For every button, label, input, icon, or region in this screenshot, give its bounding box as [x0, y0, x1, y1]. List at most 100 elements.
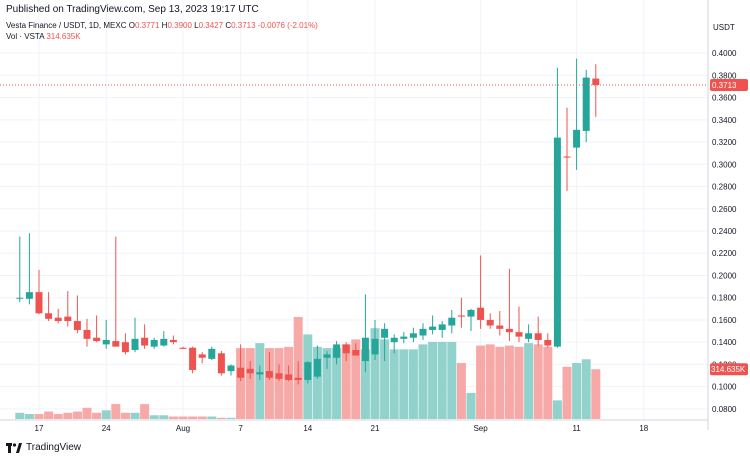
volume-bar — [495, 346, 505, 419]
candle-body — [35, 292, 43, 314]
last-price-label: 0.3713 — [712, 81, 737, 90]
candle-body — [217, 353, 225, 374]
candle-body — [54, 317, 62, 322]
candle-body — [25, 292, 33, 299]
tradingview-brand[interactable]: TradingView — [6, 442, 81, 453]
volume-bar — [533, 344, 543, 419]
candle-body — [64, 316, 72, 322]
volume-bar — [72, 411, 82, 419]
volume-bar — [92, 412, 102, 419]
volume-bar — [188, 416, 198, 419]
candle-body — [313, 358, 321, 377]
volume-bar — [504, 345, 514, 419]
volume-bar — [591, 369, 601, 419]
candle-body — [102, 339, 110, 345]
candle-body — [294, 377, 302, 380]
candle-body — [419, 328, 427, 336]
volume-bar — [581, 359, 591, 419]
candle-body — [486, 319, 494, 326]
volume-bar — [168, 416, 178, 419]
volume-bar — [380, 339, 390, 419]
candle-body — [179, 347, 187, 349]
candle-body — [534, 333, 542, 340]
volume-bar — [245, 348, 255, 419]
price-tick-label: 0.2200 — [712, 249, 737, 258]
price-tick-label: 0.2400 — [712, 227, 737, 236]
candle-body — [553, 137, 561, 347]
price-axis[interactable]: 0.4000 0.3800 0.3600 0.3400 0.3200 0.3000 0.28… — [707, 0, 737, 430]
symbol-label: Vesta Finance / USDT, 1D, MEXC — [6, 21, 127, 30]
change-value: -0.0076 (-2.01%) — [257, 21, 318, 30]
candle-body — [237, 367, 245, 378]
volume-value-label: 314.635K — [711, 365, 746, 374]
price-tick-label: 0.0800 — [712, 405, 737, 414]
candle-body — [381, 328, 389, 338]
time-tick-label: 24 — [102, 424, 111, 433]
volume-bar — [274, 348, 284, 419]
volume-bar — [360, 349, 370, 419]
volume-bar — [485, 344, 495, 419]
candle-body — [227, 365, 235, 372]
close-value: 0.3713 — [231, 21, 256, 30]
candle-body — [505, 328, 513, 333]
volume-badge: 314.635K — [710, 363, 748, 376]
candle-body — [457, 315, 465, 317]
volume-bar — [428, 341, 438, 419]
volume-bar — [216, 417, 226, 419]
volume-bar — [159, 415, 169, 419]
time-tick-label: 7 — [238, 424, 243, 433]
candle-body — [73, 321, 81, 330]
volume-bar — [207, 416, 217, 419]
volume-bar — [552, 400, 562, 419]
candle-body — [342, 344, 350, 354]
candle-body — [448, 317, 456, 326]
volume-bar — [389, 349, 399, 419]
volume-bar — [514, 346, 524, 419]
volume-bar — [53, 414, 63, 419]
price-tick-label: 0.4000 — [712, 49, 737, 58]
time-axis[interactable]: 17 24 Aug 7 14 21 Sep 11 18 — [0, 419, 708, 433]
volume-bar — [562, 366, 572, 419]
time-tick-label: 14 — [303, 424, 312, 433]
candle-body — [592, 78, 600, 86]
volume-bar — [236, 348, 246, 419]
volume-bar — [466, 392, 476, 419]
candle-body — [409, 333, 417, 338]
volume-bar — [351, 339, 361, 419]
candle-body — [169, 339, 177, 343]
volume-bar — [447, 341, 457, 419]
volume-bar — [34, 414, 44, 419]
high-label: H — [161, 21, 168, 30]
low-label: L — [194, 21, 199, 30]
volume-bar — [437, 341, 447, 419]
candle-body — [16, 297, 24, 299]
price-tick-label: 0.3400 — [712, 116, 737, 125]
volume-bar — [111, 404, 121, 419]
price-tick-label: 0.2000 — [712, 271, 737, 280]
price-tick-label: 0.3600 — [712, 94, 737, 103]
candle-body — [304, 362, 312, 380]
price-tick-label: 0.1800 — [712, 294, 737, 303]
volume-bar — [456, 363, 466, 419]
candle-body — [400, 336, 408, 339]
candle-body — [131, 338, 139, 350]
volume-bar — [44, 411, 54, 419]
volume-bar — [226, 417, 236, 419]
volume-bar — [130, 412, 140, 419]
volume-bar — [332, 348, 342, 419]
candle-body — [438, 324, 446, 330]
volume-bar — [197, 416, 207, 419]
volume-bar — [370, 328, 380, 419]
volume-bar — [82, 407, 92, 419]
candle-body — [390, 337, 398, 343]
time-tick-label: Aug — [176, 424, 190, 433]
volume-bar — [149, 415, 159, 419]
candle-body — [83, 329, 91, 339]
price-tick-label: 0.1400 — [712, 338, 737, 347]
open-value: 0.3771 — [134, 21, 160, 30]
currency-label: USDT — [713, 23, 735, 32]
candle-body — [525, 333, 533, 339]
candle-body — [189, 347, 197, 370]
candle-body — [582, 77, 590, 131]
